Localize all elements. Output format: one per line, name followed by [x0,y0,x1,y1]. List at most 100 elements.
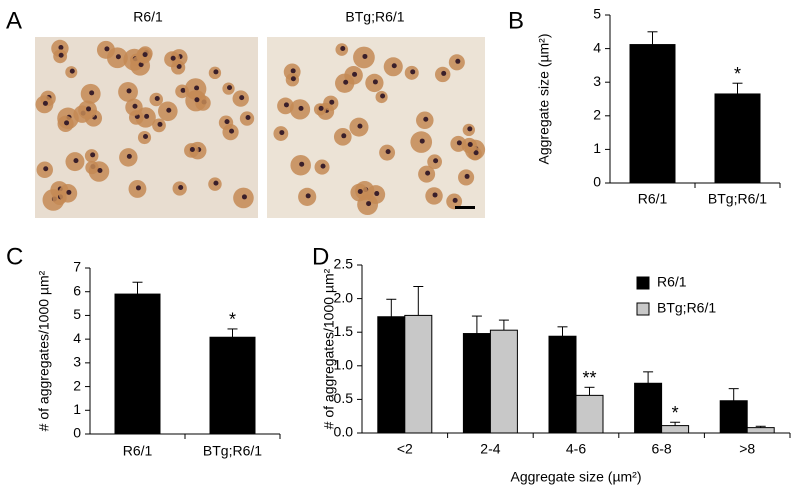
x-tick-label: R6/1 [638,191,668,207]
nucleus [423,116,429,122]
x-tick-label: >8 [739,441,755,457]
nucleus [213,180,219,186]
nucleus [126,153,132,159]
y-tick-label: 0.5 [334,390,354,406]
bar [629,44,676,184]
y-tick-label: 1.0 [334,357,354,373]
y-tick-label: 2.0 [334,289,354,305]
nucleus [90,152,96,158]
significance-label: ** [582,368,596,388]
nucleus [126,88,132,94]
nucleus [385,149,391,155]
nucleus [69,68,75,74]
nucleus [143,134,149,140]
y-tick-label: 2 [593,107,601,123]
nucleus [86,106,92,112]
nucleus [135,185,141,191]
nucleus [73,158,79,164]
nucleus [425,170,431,176]
nucleus [441,70,447,76]
y-axis-label: Aggregate size (µm²) [536,34,552,165]
y-tick-label: 1 [593,140,601,156]
nucleus [341,133,347,139]
image-label: R6/1 [133,9,163,25]
nucleus [374,191,380,197]
y-axis-label: # of aggregates/1000 µm² [36,270,52,431]
y-tick-label: 7 [73,259,81,275]
legend-swatch [636,302,650,316]
nucleus [43,166,49,172]
nucleus [357,123,363,129]
significance-label: * [229,310,236,330]
y-tick-label: 1.5 [334,323,354,339]
nucleus [366,201,372,207]
nucleus [180,87,186,93]
nucleus [144,113,150,119]
micrograph-cells [35,39,486,215]
nucleus [329,99,335,105]
nucleus [239,95,245,101]
scale-bar [455,206,475,209]
nucleus [241,194,247,200]
nucleus [166,107,172,113]
panel-letter: C [6,243,23,270]
nucleus [305,193,311,199]
nucleus [320,163,326,169]
nucleus [89,90,95,96]
bar [575,394,604,434]
nucleus [467,126,473,132]
nucleus [229,128,235,134]
x-tick-label: <2 [397,441,413,457]
y-tick-label: 4 [593,39,601,55]
bar [489,329,518,434]
nucleus [352,71,358,77]
bar [714,93,761,184]
nucleus [467,142,473,148]
nucleus [97,167,103,173]
y-tick-label: 5 [73,306,81,322]
bar [114,293,161,435]
image-label: BTg;R6/1 [345,9,404,25]
significance-label: * [672,403,679,423]
nucleus [154,96,160,102]
nucleus [455,58,461,64]
nucleus [213,69,219,75]
nucleus [357,189,363,195]
x-tick-label: 4-6 [566,441,586,457]
x-axis-label: Aggregate size (µm²) [511,469,642,485]
nucleus [224,119,230,125]
nucleus [433,158,439,164]
nucleus [138,62,144,68]
nucleus [194,85,200,91]
y-tick-label: 1 [73,401,81,417]
y-tick-label: 4 [73,330,81,346]
panel-letter: A [6,7,22,34]
nucleus [290,76,296,82]
y-tick-label: 0 [73,425,81,441]
nucleus [132,103,138,109]
nucleus [452,197,458,203]
nucleus [380,93,386,99]
nucleus [170,55,176,61]
nucleus [58,44,64,50]
nucleus [343,79,349,85]
x-tick-label: BTg;R6/1 [708,191,767,207]
nucleus [362,53,368,59]
bar [719,400,748,434]
legend-swatch [636,276,650,290]
nucleus [419,138,425,144]
x-tick-label: R6/1 [123,443,153,459]
nucleus [245,115,251,121]
nucleus [283,102,289,108]
nucleus [279,130,285,136]
nucleus [372,79,378,85]
y-tick-label: 2.5 [334,256,354,272]
bar [462,333,491,434]
nucleus [178,184,184,190]
panel-letter: B [508,7,524,34]
nucleus [290,68,296,74]
nucleus [176,63,182,69]
y-tick-label: 5 [593,6,601,22]
nucleus [115,54,121,60]
